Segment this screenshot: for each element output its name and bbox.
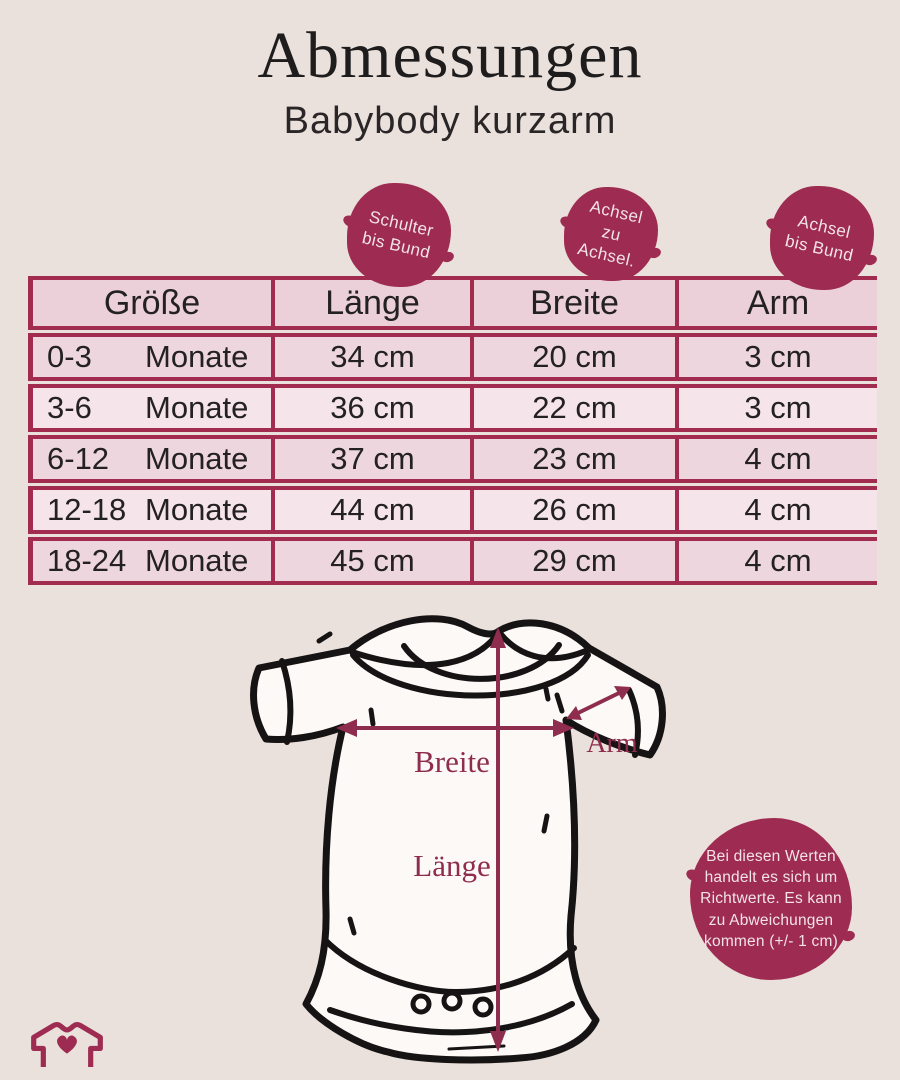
size-unit: Monate [145,492,249,527]
size-range: 3-6 [47,390,92,425]
stamp-badge-schulter-bis-bund: Schulter bis Bund [347,183,451,287]
size-table-header-row: Größe Länge Breite Arm [28,276,877,330]
size-unit: Monate [145,390,249,425]
cell-size: 6-12 Monate [33,439,275,479]
size-table-body: 0-3 Monate 34 cm 20 cm 3 cm 3-6 Monate 3… [28,333,877,585]
cell-arm: 4 cm [744,441,812,476]
cell-length: 36 cm [275,388,474,428]
cell-width: 26 cm [474,490,679,530]
cell-length: 34 cm [275,337,474,377]
measurement-arrows [336,627,631,1052]
note-stamp-badge: Bei diesen Werten handelt es sich um Ric… [690,818,852,980]
babybody-diagram: Breite Länge Arm [250,615,666,1064]
size-unit: Monate [145,543,249,578]
header-length: Länge [275,280,474,326]
cell-size: 18-24 Monate [33,541,275,581]
cell-arm: 4 cm [744,543,812,578]
stamp-badge-achsel-zu-achsel: Achsel zu Achsel. [564,187,658,281]
size-range: 0-3 [47,339,92,374]
size-range: 12-18 [47,492,127,527]
header-width: Breite [474,280,679,326]
label-arm: Arm [586,728,638,759]
table-row: 0-3 Monate 34 cm 20 cm 3 cm [28,333,877,381]
cell-size: 0-3 Monate [33,337,275,377]
cell-width: 23 cm [474,439,679,479]
header-size: Größe [33,280,275,326]
cell-width: 20 cm [474,337,679,377]
stamp-label: Achsel zu Achsel. [575,196,645,271]
table-row: 6-12 Monate 37 cm 23 cm 4 cm [28,435,877,483]
cell-size: 3-6 Monate [33,388,275,428]
size-unit: Monate [145,441,249,476]
label-laenge: Länge [413,848,490,883]
cell-width: 22 cm [474,388,679,428]
stamp-label: Achsel bis Bund [783,211,856,266]
table-row: 18-24 Monate 45 cm 29 cm 4 cm [28,537,877,585]
snap-buttons [410,990,494,1018]
size-range: 18-24 [47,543,127,578]
page-title: Abmessungen [257,19,643,92]
size-range: 6-12 [47,441,110,476]
cell-arm: 3 cm [744,390,812,425]
header-arm: Arm [746,283,810,322]
note-text: Bei diesen Werten handelt es sich um Ric… [700,847,842,951]
cell-length: 45 cm [275,541,474,581]
size-unit: Monate [145,339,249,374]
cell-length: 37 cm [275,439,474,479]
cell-size: 12-18 Monate [33,490,275,530]
cell-arm: 3 cm [744,339,812,374]
cell-arm: 4 cm [744,492,812,527]
neckline-detail [279,629,641,758]
table-row: 12-18 Monate 44 cm 26 cm 4 cm [28,486,877,534]
size-table: Größe Länge Breite Arm 0-3 Monate 34 cm … [28,276,877,588]
stamp-label: Schulter bis Bund [360,207,436,263]
label-breite: Breite [414,744,490,779]
cell-width: 29 cm [474,541,679,581]
page-subtitle: Babybody kurzarm [283,100,617,142]
fold-ticks [316,631,565,936]
stamp-badge-achsel-bis-bund: Achsel bis Bund [770,186,874,290]
brand-tshirt-heart-icon [31,1022,103,1067]
table-row: 3-6 Monate 36 cm 22 cm 3 cm [28,384,877,432]
cell-length: 44 cm [275,490,474,530]
